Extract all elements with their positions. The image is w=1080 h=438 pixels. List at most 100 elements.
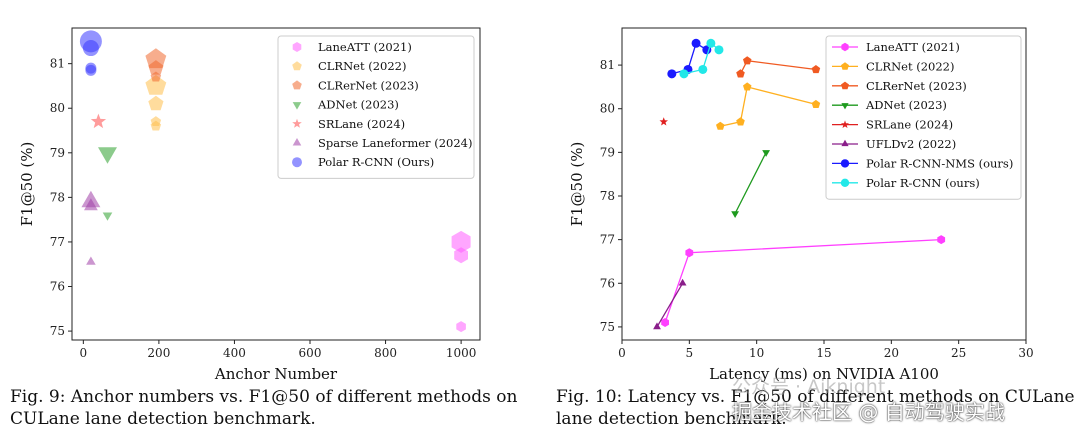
legend-box (825, 35, 1022, 200)
data-point-clrnet-2022 (145, 74, 167, 95)
legend-label-ufldv2-2022: UFLDv2 (2022) (866, 137, 956, 151)
data-point-clrernet-2023 (736, 69, 745, 78)
caption-fig9: Fig. 9: Anchor numbers vs. F1@50 of diff… (10, 387, 518, 429)
x-axis-label: Latency (ms) on NVIDIA A100 (709, 365, 939, 383)
legend-label-adnet-2023: ADNet (2023) (317, 98, 399, 112)
data-point-clrnet-2022 (736, 117, 745, 126)
x-tick-label: 0 (618, 346, 626, 360)
data-point-clrnet-2022 (716, 121, 725, 130)
x-tick-label: 25 (951, 346, 966, 360)
data-point-polar-r-cnn-nms-ours (667, 69, 677, 79)
legend-marker-polar-r-cnn-ours (840, 178, 850, 187)
legend-label-clrernet-2023: CLRerNet (2023) (318, 78, 419, 92)
data-point-polar-r-cnn-ours (706, 38, 716, 48)
legend-box (277, 35, 475, 179)
data-point-clrernet-2023 (811, 65, 821, 74)
legend-marker-clrernet-2023 (841, 81, 849, 90)
y-tick-label: 75 (600, 320, 615, 334)
data-point-clrnet-2022 (150, 120, 162, 131)
legend-label-clrernet-2023: CLRerNet (2023) (866, 79, 967, 93)
legend-marker-polar-r-cnn-ours (292, 157, 302, 168)
legend-label-srlane-2024: SRLane (2024) (866, 118, 953, 132)
data-point-clrernet-2023 (743, 56, 752, 65)
y-tick-label: 80 (50, 101, 65, 115)
watermark-line1: 公众号 · Aiknight (732, 376, 886, 398)
data-point-adnet-2023 (731, 211, 739, 218)
legend-marker-polar-r-cnn-nms-ours (840, 159, 850, 168)
data-point-ufldv2-2022 (653, 322, 661, 330)
legend-label-clrnet-2022: CLRNet (2022) (866, 59, 954, 73)
chart-anchor-vs-f1: 0 200 400 600 800 1000 75 76 77 78 79 80 81 Anchor Nu… (18, 27, 481, 383)
legend-marker-clrernet-2023 (292, 80, 302, 90)
data-point-clrnet-2022 (743, 82, 752, 91)
series-line-polar-r-cnn-nms-ours (671, 42, 708, 75)
data-point-laneatt-2021 (451, 230, 471, 253)
data-point-polar-r-cnn-ours (714, 45, 724, 55)
series-line-adnet-2023 (734, 152, 767, 214)
y-axis-label: F1@50 (%) (18, 142, 36, 227)
x-tick-label: 1000 (446, 346, 477, 360)
y-axis-label: F1@50 (%) (568, 142, 586, 227)
legend-label-laneatt-2021: LaneATT (2021) (318, 40, 412, 54)
x-tick-label: 20 (884, 346, 899, 360)
series-line-ufldv2-2022 (656, 282, 684, 328)
x-tick-label: 10 (749, 346, 764, 360)
data-point-polar-r-cnn-ours (698, 64, 708, 74)
legend-marker-srlane-2024 (841, 120, 849, 128)
y-tick-label: 77 (50, 235, 65, 249)
y-tick-label: 79 (50, 146, 65, 160)
data-point-adnet-2023 (762, 150, 770, 157)
y-tick-label: 80 (600, 102, 615, 116)
legend-label-sparse-laneformer-2024: Sparse Laneformer (2024) (318, 136, 472, 150)
data-point-clrnet-2022 (148, 95, 164, 111)
y-tick-label: 76 (50, 280, 65, 294)
y-tick-label: 78 (50, 190, 65, 204)
x-tick-label: 800 (374, 346, 397, 360)
y-tick-label: 81 (600, 58, 615, 72)
x-tick-label: 15 (816, 346, 831, 360)
legend-marker-laneatt-2021 (841, 42, 849, 52)
chart-latency-vs-f1: 0 5 10 15 20 25 30 75 76 77 78 79 80 81 Latency (ms) o… (568, 27, 1034, 383)
y-tick-label: 76 (600, 276, 615, 290)
series-line-polar-r-cnn-ours (683, 42, 720, 75)
legend-label-polar-r-cnn-nms-ours: Polar R-CNN-NMS (ours) (866, 156, 1013, 170)
legend-marker-adnet-2023 (292, 102, 302, 110)
x-tick-label: 30 (1018, 346, 1033, 360)
data-point-laneatt-2021 (456, 321, 466, 333)
data-point-adnet-2023 (102, 212, 113, 221)
legend-label-srlane-2024: SRLane (2024) (318, 117, 405, 131)
caption-fig10: Fig. 10: Latency vs. F1@50 of different … (556, 387, 1075, 429)
legend-label-adnet-2023: ADNet (2023) (865, 98, 947, 112)
data-point-laneatt-2021 (661, 318, 669, 327)
legend-marker-laneatt-2021 (292, 42, 302, 52)
x-tick-label: 400 (223, 346, 246, 360)
x-axis-label: Anchor Number (214, 365, 338, 383)
data-point-srlane-2024 (90, 113, 107, 129)
y-tick-label: 77 (600, 233, 615, 247)
legend-marker-clrnet-2022 (841, 62, 849, 70)
legend-marker-sparse-laneformer-2024 (292, 138, 302, 146)
data-point-clrnet-2022 (811, 99, 821, 108)
data-point-srlane-2024 (659, 117, 668, 126)
y-tick-label: 75 (50, 324, 65, 338)
legend-label-laneatt-2021: LaneATT (2021) (866, 40, 960, 54)
x-tick-label: 5 (686, 346, 694, 360)
data-point-ufldv2-2022 (678, 278, 687, 286)
x-tick-label: 600 (299, 346, 322, 360)
watermark-line2: 掘金技术社区 @ 自动驾驶实战 (732, 400, 1005, 424)
legend-marker-ufldv2-2022 (841, 139, 849, 147)
y-tick-label: 81 (50, 57, 65, 71)
data-point-adnet-2023 (98, 147, 117, 164)
y-tick-label: 78 (600, 189, 615, 203)
y-tick-label: 79 (600, 145, 615, 159)
legend-label-polar-r-cnn-ours: Polar R-CNN (Ours) (318, 155, 434, 169)
data-point-sparse-laneformer-2024 (86, 256, 96, 265)
data-point-polar-r-cnn-ours (82, 40, 99, 57)
legend-marker-srlane-2024 (292, 118, 302, 128)
data-point-polar-r-cnn-nms-ours (691, 38, 701, 48)
x-tick-label: 200 (147, 346, 170, 360)
data-point-laneatt-2021 (454, 247, 468, 264)
x-tick-label: 0 (80, 346, 88, 360)
data-point-laneatt-2021 (937, 235, 946, 245)
